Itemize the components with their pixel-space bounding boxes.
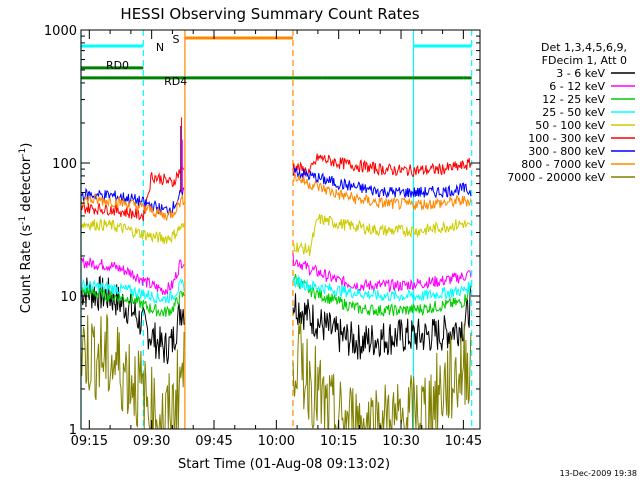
y-tick-label: 1 — [69, 423, 77, 438]
legend-label-8: 7000 - 20000 keV — [507, 171, 605, 184]
x-tick-label: 10:30 — [382, 434, 419, 449]
flag-bars: NS RD0 RD4 — [81, 33, 472, 88]
y-tick-label: 100 — [52, 157, 77, 172]
legend-label-4: 50 - 100 keV — [535, 119, 605, 132]
x-axis-label: Start Time (01-Aug-08 09:13:02) — [178, 457, 390, 472]
y-axis-label: Count Rate (s-1 detector-1) — [18, 143, 34, 314]
x-tick-label: 09:15 — [71, 434, 108, 449]
series-line-6 — [80, 167, 472, 216]
legend: Det 1,3,4,5,6,9,FDecim 1, Att 03 - 6 keV… — [507, 41, 635, 184]
legend-header-line-0: Det 1,3,4,5,6,9, — [541, 41, 627, 54]
series-line-1 — [80, 252, 472, 296]
x-tick-label: 10:45 — [445, 434, 482, 449]
y-axis-label-sup1: -1 — [18, 216, 28, 225]
y-tick-label: 1000 — [44, 24, 77, 39]
x-tick-label: 10:00 — [258, 434, 295, 449]
plot-frame — [80, 29, 481, 430]
x-tick-label: 09:30 — [133, 434, 170, 449]
series-line-4 — [80, 213, 472, 257]
flag-label-rd4: RD4 — [164, 75, 187, 88]
legend-label-5: 100 - 300 keV — [528, 132, 605, 145]
legend-label-0: 3 - 6 keV — [556, 67, 605, 80]
series-line-7 — [80, 173, 472, 221]
flag-label-rd0: RD0 — [106, 59, 129, 72]
y-axis-label-mid: detector — [19, 156, 34, 216]
render-timestamp: 13-Dec-2009 19:38 — [560, 469, 637, 478]
series-line-3 — [80, 274, 472, 305]
y-axis-label-main: Count Rate (s — [19, 225, 34, 314]
legend-header-line-1: FDecim 1, Att 0 — [542, 54, 627, 67]
flag-label-n: N — [156, 41, 164, 54]
chart-title: HESSI Observing Summary Count Rates — [120, 5, 419, 23]
series-line-0 — [80, 275, 472, 364]
y-tick-label: 10 — [60, 290, 77, 305]
plot-axes: 1 10 100 1000 09:15 09:30 09:45 10:00 10:15 10:30… — [44, 24, 482, 449]
legend-label-1: 6 - 12 keV — [549, 80, 605, 93]
y-axis-label-end: ) — [19, 143, 34, 148]
x-tick-label: 09:45 — [195, 434, 232, 449]
legend-label-3: 25 - 50 keV — [542, 106, 605, 119]
y-axis-label-sup2: -1 — [18, 148, 28, 157]
legend-label-2: 12 - 25 keV — [542, 93, 605, 106]
legend-label-7: 800 - 7000 keV — [521, 158, 605, 171]
legend-label-6: 300 - 800 keV — [528, 145, 605, 158]
flag-label-s: S — [172, 33, 179, 46]
series-lines — [80, 117, 472, 431]
series-line-2 — [80, 274, 472, 317]
series-line-5 — [80, 153, 472, 222]
x-tick-label: 10:15 — [320, 434, 357, 449]
